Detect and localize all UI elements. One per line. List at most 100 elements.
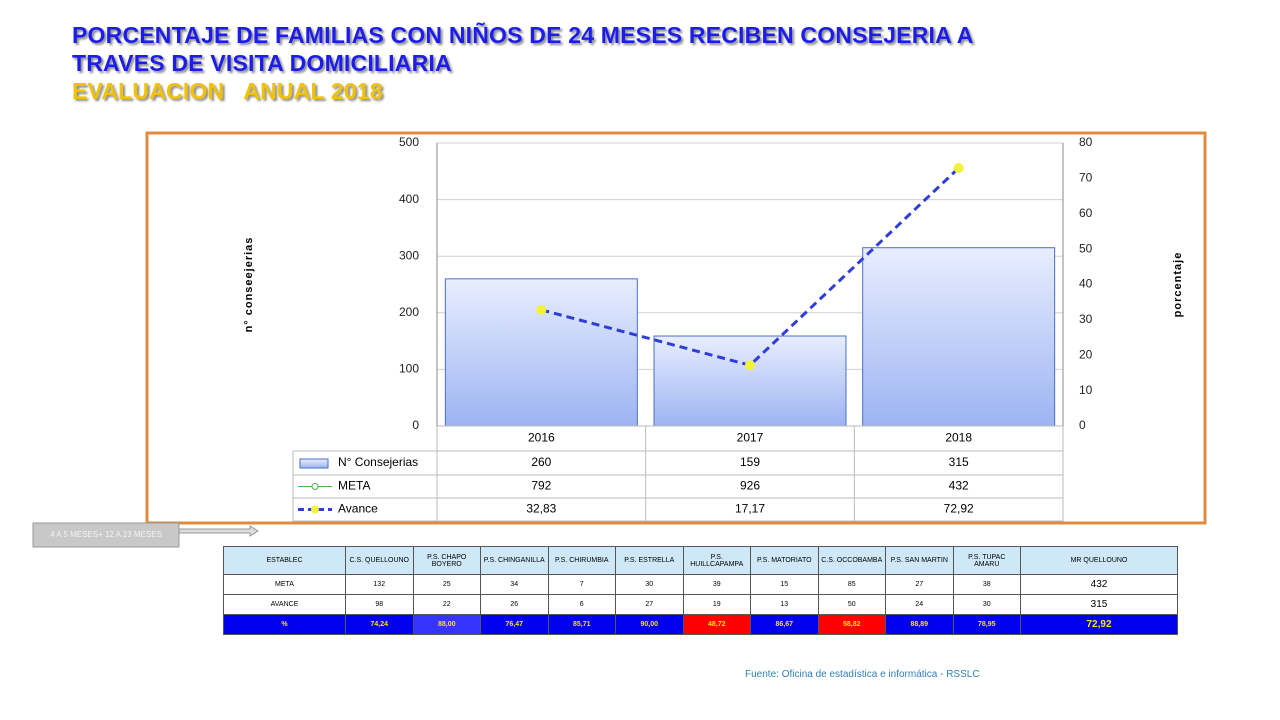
table-cell: 58,82: [817, 614, 886, 635]
table-cell: 34: [480, 574, 549, 595]
y-tick-label: 200: [399, 305, 419, 319]
table-cell: P.S. CHIRUMBIA: [547, 546, 616, 575]
button[interactable]: [32, 522, 180, 548]
table-cell: %: [223, 614, 346, 635]
table-cell: 88,00: [412, 614, 481, 635]
source: Fuente: Oficina de estadística e informá…: [745, 669, 980, 680]
table-cell: 39: [682, 574, 751, 595]
y2-tick-label: 50: [1079, 241, 1093, 255]
y2-tick-label: 80: [1079, 135, 1093, 149]
table-cell: 432: [1020, 574, 1178, 595]
table-cell: META: [223, 574, 346, 595]
y-tick-label: 100: [399, 362, 419, 376]
title-line: PORCENTAJE DE FAMILIAS CON NIÑOS DE 24 M…: [72, 22, 974, 48]
table-cell: 78,95: [952, 614, 1021, 635]
table-value: 315: [949, 455, 969, 469]
table-cell: 88,89: [885, 614, 954, 635]
table-value: 159: [740, 455, 760, 469]
y2-tick-label: 60: [1079, 206, 1093, 220]
title-line: TRAVES DE VISITA DOMICILIARIA: [72, 50, 452, 76]
title-line: EVALUACION ANUAL 2018: [72, 78, 383, 104]
y-tick-label: 0: [412, 418, 419, 432]
table-cell: P.S. CHINGANILLA: [480, 546, 549, 575]
y2-tick-label: 10: [1079, 383, 1093, 397]
table-cell: 72,92: [1020, 614, 1178, 635]
bar: [444, 278, 638, 427]
table-cell: 15: [750, 574, 819, 595]
table-cell: 74,24: [345, 614, 414, 635]
chart-frame: [145, 131, 1207, 525]
marker: [536, 304, 547, 315]
table-cell: P.S. TUPAC AMARU: [952, 546, 1021, 575]
bar: [653, 335, 847, 427]
table-cell: 50: [817, 594, 886, 615]
table-cell: P.S. MATORIATO: [750, 546, 819, 575]
table-cell: C.S. QUELLOUNO: [345, 546, 414, 575]
x-tick-label: 2016: [528, 431, 555, 445]
table-cell: 27: [615, 594, 684, 615]
table-cell: 76,47: [480, 614, 549, 635]
table-cell: 48,72: [682, 614, 751, 635]
legend-swatch: [311, 505, 319, 514]
y-tick-label: 400: [399, 192, 419, 206]
table-value: 32,83: [526, 502, 556, 516]
marker: [745, 360, 755, 371]
y2-axis-title: porcentaje: [1172, 252, 1184, 318]
y-tick-label: 500: [399, 135, 419, 149]
table-cell: MR QUELLOUNO: [1020, 546, 1178, 575]
table-cell: ESTABLEC: [223, 546, 346, 575]
y2-tick-label: 20: [1079, 347, 1093, 361]
y2-tick-label: 0: [1079, 418, 1086, 432]
table-value: 72,92: [944, 502, 974, 516]
y2-tick-label: 70: [1079, 171, 1093, 185]
table-value: 926: [740, 479, 760, 493]
legend-swatch: [311, 483, 319, 490]
table-value: 260: [531, 455, 551, 469]
table-cell: 22: [412, 594, 481, 615]
table-cell: 132: [345, 574, 414, 595]
y-tick-label: 300: [399, 248, 419, 262]
arrow: [178, 525, 259, 537]
table-cell: 6: [547, 594, 616, 615]
table-cell: 315: [1020, 594, 1178, 615]
x-tick-label: 2018: [945, 431, 972, 445]
y2-tick-label: 30: [1079, 312, 1093, 326]
x-tick-label: 2017: [737, 431, 764, 445]
table-cell: 85: [817, 574, 886, 595]
table-cell: 86,67: [750, 614, 819, 635]
y-axis-title: n° conseejerias: [243, 237, 255, 333]
table-cell: 19: [682, 594, 751, 615]
data-table: ESTABLEC C.S. QUELLOUNO P.S. CHAPO BOYERO P…: [223, 546, 1178, 635]
table-cell: C.S. OCCOBAMBA: [817, 546, 886, 575]
bar: [862, 247, 1056, 427]
legend-label: Avance: [338, 502, 378, 516]
button-label: 4 A 5 MESES+ 12 A 23 MESES: [50, 530, 162, 539]
table-cell: 13: [750, 594, 819, 615]
table-cell: 90,00: [615, 614, 684, 635]
table-cell: 38: [952, 574, 1021, 595]
legend-label: N° Consejerias: [338, 455, 418, 469]
y2-tick-label: 40: [1079, 277, 1093, 291]
table-value: 432: [949, 479, 969, 493]
table-cell: 30: [615, 574, 684, 595]
table-cell: 30: [952, 594, 1021, 615]
table-cell: 25: [412, 574, 481, 595]
table-cell: 24: [885, 594, 954, 615]
table-cell: P.S. SAN MARTIN: [885, 546, 954, 575]
table-cell: 7: [547, 574, 616, 595]
table-cell: P.S. HUILLCAPAMPA: [682, 546, 751, 575]
table-cell: P.S. CHAPO BOYERO: [412, 546, 481, 575]
legend-label: META: [338, 479, 370, 493]
table-value: 17,17: [735, 502, 765, 516]
table-cell: 26: [480, 594, 549, 615]
marker: [953, 163, 964, 174]
table-cell: AVANCE: [223, 594, 346, 615]
table-cell: 98: [345, 594, 414, 615]
table-cell: 27: [885, 574, 954, 595]
table-cell: P.S. ESTRELLA: [615, 546, 684, 575]
table-cell: 85,71: [547, 614, 616, 635]
table-value: 792: [531, 479, 551, 493]
legend-swatch: [299, 458, 329, 469]
